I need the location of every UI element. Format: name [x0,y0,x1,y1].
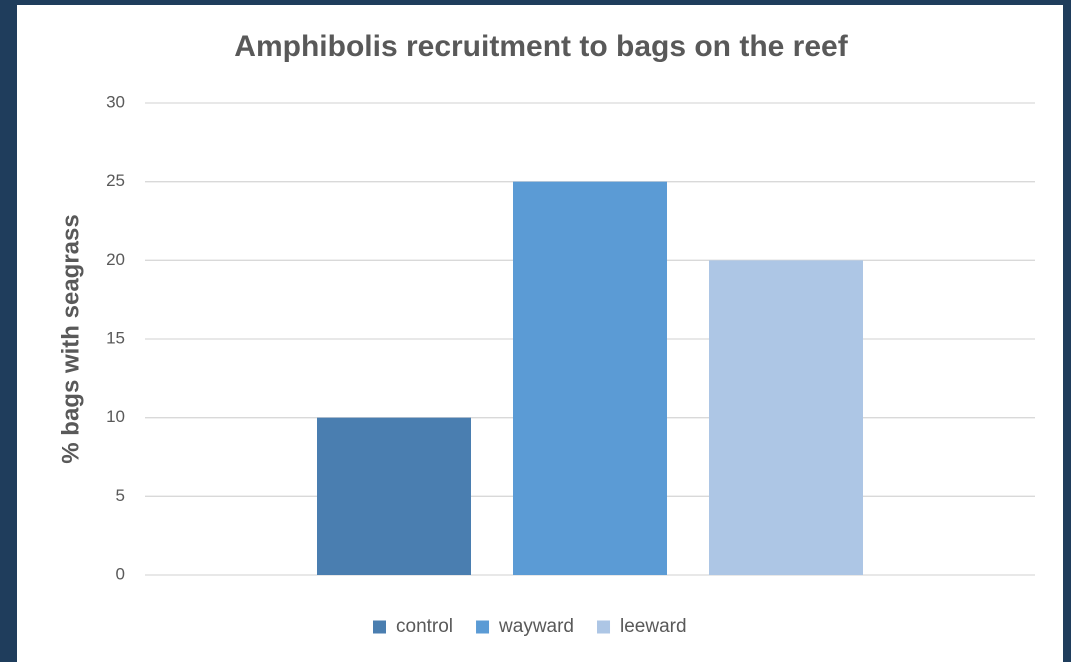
legend-swatch [597,620,611,634]
legend-swatch [476,620,490,634]
y-axis-label: % bags with seagrass [57,214,84,463]
bar [317,417,471,575]
legend-swatch [373,620,386,634]
y-tick-label: 30 [106,92,125,111]
legend-label: wayward [498,616,574,637]
y-tick-label: 25 [106,171,125,190]
bar [513,181,667,575]
legend-label: leeward [620,616,687,637]
bar [709,260,863,575]
y-tick-label: 10 [106,407,125,426]
chart-title: Amphibolis recruitment to bags on the re… [234,30,848,63]
y-tick-label: 20 [106,250,125,269]
y-tick-label: 5 [116,486,125,505]
y-tick-label: 0 [116,564,125,583]
legend-label: control [396,616,453,637]
y-tick-label: 15 [106,328,125,347]
